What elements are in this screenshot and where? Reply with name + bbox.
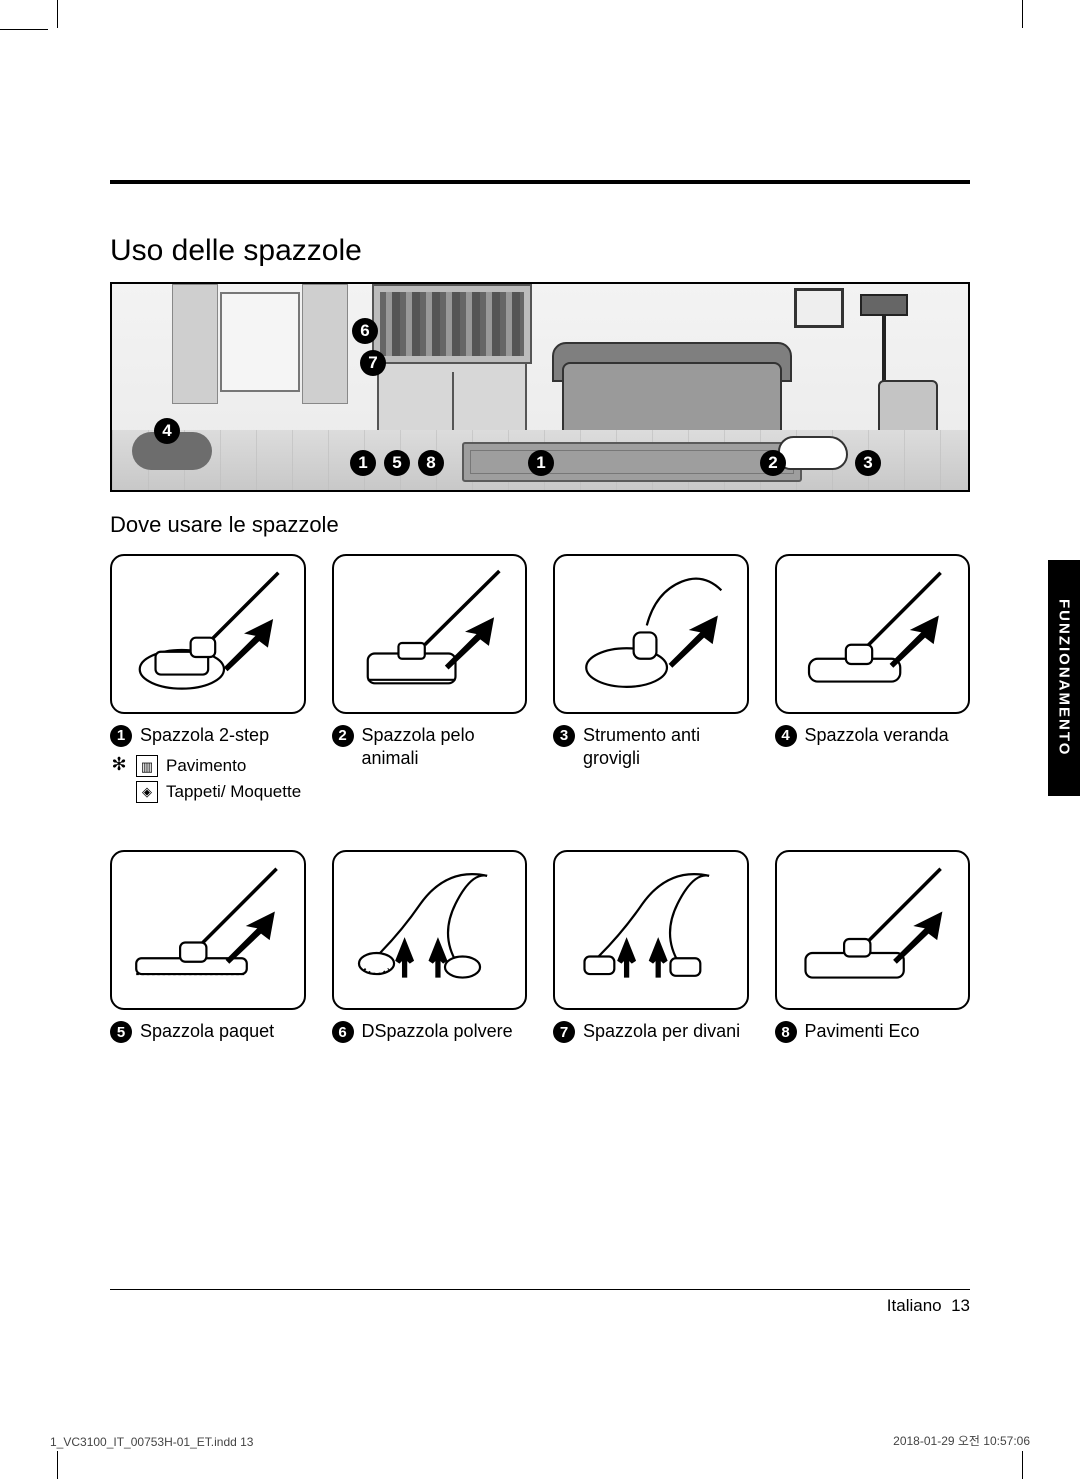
- badge-1: 1: [110, 725, 132, 747]
- page-num: 13: [951, 1296, 970, 1315]
- badge-2: 2: [332, 725, 354, 747]
- scene-badge-3a: 3: [855, 450, 881, 476]
- page-lang: Italiano: [887, 1296, 942, 1315]
- scene-badge-2a: 2: [760, 450, 786, 476]
- brush-card-8: 8 Pavimenti Eco: [775, 850, 971, 1043]
- scene-badge-4: 4: [154, 418, 180, 444]
- scene-badge-1a: 1: [350, 450, 376, 476]
- floor-label: Pavimento: [166, 753, 246, 779]
- carpet-icon: ◈: [136, 781, 158, 803]
- brush-name-2: Spazzola pelo animali: [362, 724, 528, 771]
- brush-grid: 1 Spazzola 2-step ✻ ▥ Pavimento ✻ ◈ Tapp…: [110, 554, 970, 1044]
- top-rule: [110, 180, 970, 184]
- subheading: Dove usare le spazzole: [110, 512, 970, 538]
- badge-6: 6: [332, 1021, 354, 1043]
- page-number: Italiano 13: [887, 1296, 970, 1316]
- brush-illus-6: [332, 850, 528, 1010]
- brush-name-1: Spazzola 2-step: [140, 724, 269, 747]
- brush-illus-4: [775, 554, 971, 714]
- brush-card-7: 7 Spazzola per divani: [553, 850, 749, 1043]
- brush-illus-8: [775, 850, 971, 1010]
- brush-card-4: 4 Spazzola veranda: [775, 554, 971, 804]
- badge-3: 3: [553, 725, 575, 747]
- page-content: Uso delle spazzole 6 7 4 1 5 8 1 2 3 Dov…: [110, 180, 970, 1309]
- brush-card-6: 6 DSpazzola polvere: [332, 850, 528, 1043]
- brush-name-6: DSpazzola polvere: [362, 1020, 513, 1043]
- carpet-label: Tappeti/ Moquette: [166, 779, 301, 805]
- page-footer: Italiano 13: [110, 1289, 970, 1319]
- scene-badge-1b: 1: [528, 450, 554, 476]
- badge-5: 5: [110, 1021, 132, 1043]
- scene-badge-8a: 8: [418, 450, 444, 476]
- brush-illus-5: [110, 850, 306, 1010]
- brush-illus-1: [110, 554, 306, 714]
- brush-name-4: Spazzola veranda: [805, 724, 949, 747]
- scene-badge-6: 6: [352, 318, 378, 344]
- badge-7: 7: [553, 1021, 575, 1043]
- brush-card-3: 3 Strumento anti grovigli: [553, 554, 749, 804]
- brush-name-7: Spazzola per divani: [583, 1020, 740, 1043]
- side-tab-label: FUNZIONAMENTO: [1056, 599, 1073, 756]
- brush-name-8: Pavimenti Eco: [805, 1020, 920, 1043]
- scene-badge-7: 7: [360, 350, 386, 376]
- brush-card-2: 2 Spazzola pelo animali: [332, 554, 528, 804]
- scene-badge-5a: 5: [384, 450, 410, 476]
- brush-name-5: Spazzola paquet: [140, 1020, 274, 1043]
- brush-name-3: Strumento anti grovigli: [583, 724, 749, 771]
- room-scene: 6 7 4 1 5 8 1 2 3: [110, 282, 970, 492]
- brush-illus-7: [553, 850, 749, 1010]
- print-mark-left: 1_VC3100_IT_00753H-01_ET.indd 13: [50, 1435, 253, 1449]
- brush-card-5: 5 Spazzola paquet: [110, 850, 306, 1043]
- brush1-extras: ✻ ▥ Pavimento ✻ ◈ Tappeti/ Moquette: [110, 753, 306, 804]
- badge-8: 8: [775, 1021, 797, 1043]
- side-tab: FUNZIONAMENTO: [1048, 560, 1080, 796]
- badge-4: 4: [775, 725, 797, 747]
- floor-icon: ▥: [136, 755, 158, 777]
- print-mark-right: 2018-01-29 오전 10:57:06: [893, 1432, 1030, 1449]
- brush-card-1: 1 Spazzola 2-step ✻ ▥ Pavimento ✻ ◈ Tapp…: [110, 554, 306, 804]
- brush-illus-3: [553, 554, 749, 714]
- asterisk-icon: ✻: [110, 753, 128, 775]
- section-title: Uso delle spazzole: [110, 234, 970, 268]
- brush-illus-2: [332, 554, 528, 714]
